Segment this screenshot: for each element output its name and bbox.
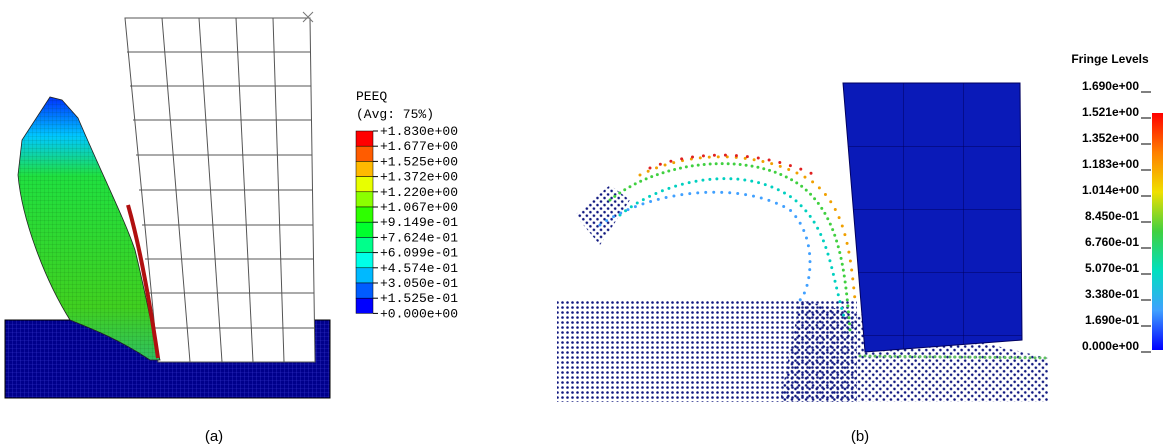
legend-swatch — [356, 298, 373, 313]
legend-label: +0.000e+00 — [380, 306, 458, 321]
legend-label: +7.624e-01 — [380, 230, 458, 245]
legend-label: +1.677e+00 — [380, 139, 458, 154]
legend-label: 1.690e+00 — [1082, 79, 1139, 93]
legend-swatch — [356, 192, 373, 207]
legend-title: PEEQ — [356, 89, 387, 104]
legend-label: 1.183e+00 — [1082, 157, 1139, 171]
caption: (a) — [205, 428, 223, 445]
legend-label: +1.372e+00 — [380, 170, 458, 185]
legend-label: +3.050e-01 — [380, 276, 458, 291]
panel-b: Fringe Levels 1.690e+00 1.521e+00 1.352e+0… — [557, 52, 1163, 445]
panel-a: PEEQ (Avg: 75%) +1.830e+00+1.677e+00+1.5… — [5, 12, 458, 445]
legend-swatch — [356, 131, 373, 146]
legend-label: +4.574e-01 — [380, 261, 458, 276]
legend-label: +1.525e+00 — [380, 154, 458, 169]
legend-label: 1.352e+00 — [1082, 131, 1139, 145]
legend-label: +1.525e-01 — [380, 291, 458, 306]
legend-swatch — [356, 222, 373, 237]
legend-title: Fringe Levels — [1071, 52, 1149, 66]
legend-label: 8.450e-01 — [1085, 209, 1139, 223]
legend-swatch — [356, 253, 373, 268]
legend-swatch — [356, 237, 373, 252]
legend: +1.830e+00+1.677e+00+1.525e+00+1.372e+00… — [356, 124, 458, 321]
legend-swatch — [356, 283, 373, 298]
legend-label: 6.760e-01 — [1085, 235, 1139, 249]
legend-label: 5.070e-01 — [1085, 261, 1139, 275]
legend-swatch — [356, 146, 373, 161]
legend-colorbar — [1152, 113, 1163, 350]
legend-label: 1.690e-01 — [1085, 313, 1139, 327]
legend-swatch — [356, 268, 373, 283]
legend-swatch — [356, 207, 373, 222]
figure: PEEQ (Avg: 75%) +1.830e+00+1.677e+00+1.5… — [0, 0, 1163, 447]
legend-label: +9.149e-01 — [380, 215, 458, 230]
legend-label: 0.000e+00 — [1082, 339, 1139, 353]
legend-label: 3.380e-01 — [1085, 287, 1139, 301]
legend-label: +1.067e+00 — [380, 200, 458, 215]
legend-label: +1.830e+00 — [380, 124, 458, 139]
legend-subtitle: (Avg: 75%) — [356, 107, 434, 122]
chip-tip-particles — [575, 185, 630, 245]
legend-label: 1.014e+00 — [1082, 183, 1139, 197]
legend-label: +1.220e+00 — [380, 185, 458, 200]
caption: (b) — [851, 428, 869, 445]
legend-label: 1.521e+00 — [1082, 105, 1139, 119]
legend-label: +6.099e-01 — [380, 246, 458, 261]
legend-swatch — [356, 161, 373, 176]
legend: 1.690e+00 1.521e+00 1.352e+00 1.183e+00 1.01… — [1082, 79, 1163, 353]
tool — [843, 83, 1022, 352]
legend-swatch — [356, 177, 373, 192]
